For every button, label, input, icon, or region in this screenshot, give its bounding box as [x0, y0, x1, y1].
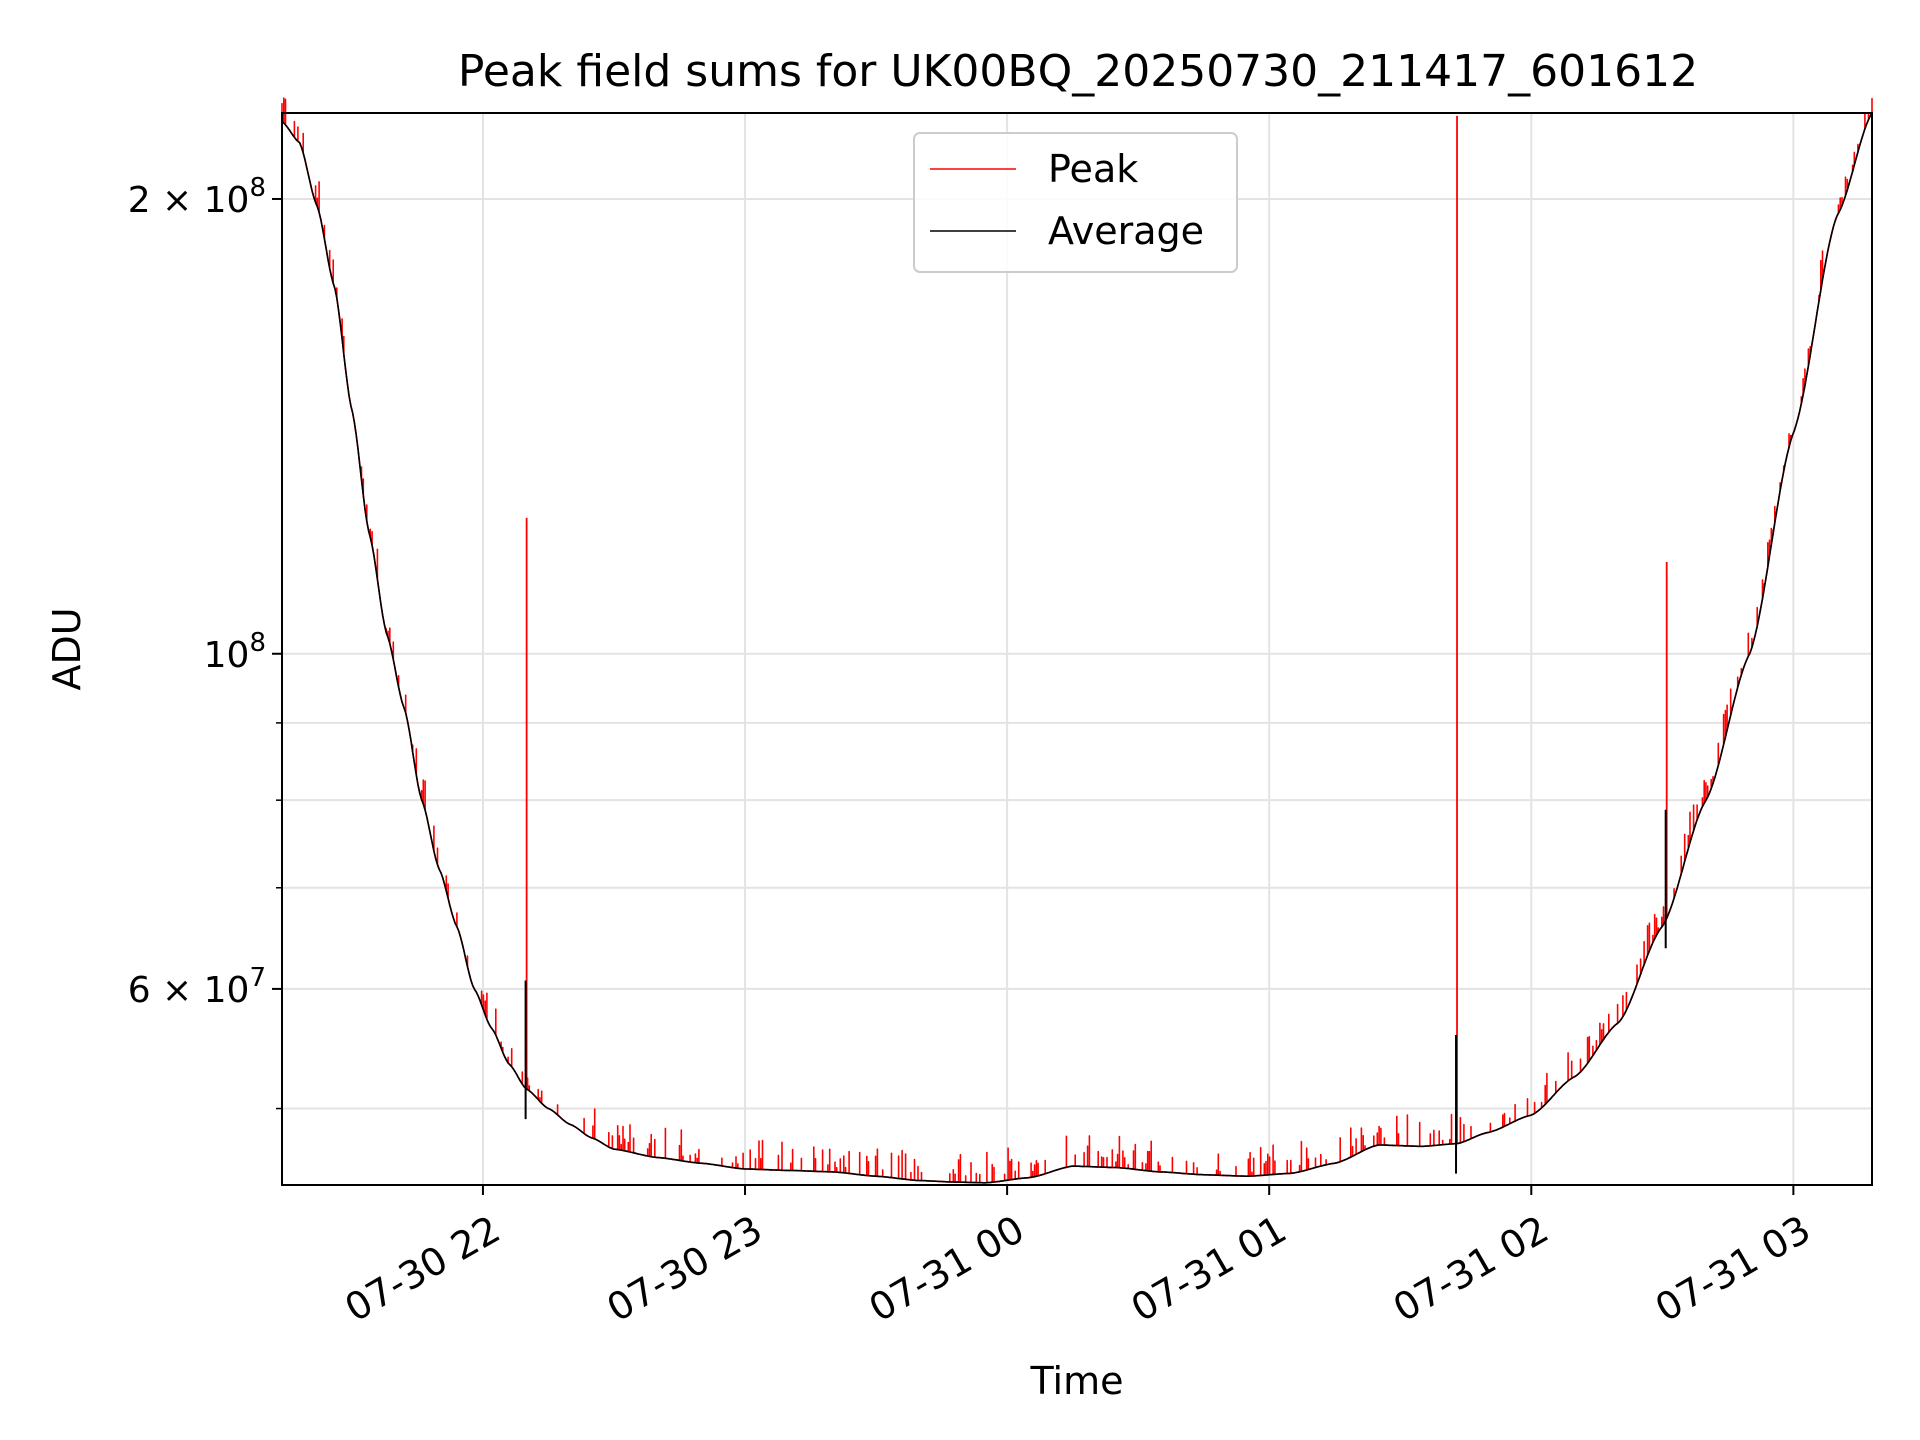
legend: Peak Average — [913, 132, 1238, 273]
grid — [282, 113, 1872, 1185]
series-line-average — [281, 112, 1873, 1184]
y-axis-label: ADU — [45, 607, 89, 690]
x-axis-label: Time — [1030, 1359, 1124, 1403]
chart-title: Peak field sums for UK00BQ_20250730_2114… — [458, 46, 1698, 97]
y-tick-exponent: 7 — [249, 963, 266, 993]
series-layer — [281, 97, 1873, 1184]
y-tick-exponent: 8 — [249, 173, 266, 203]
y-tick-label: 2 × 108 — [128, 173, 266, 221]
y-axis: 2 × 108 108 6 × 107 — [128, 173, 282, 1110]
legend-label-peak: Peak — [1048, 147, 1138, 191]
legend-label-average: Average — [1048, 209, 1204, 253]
plot-frame — [281, 112, 1873, 1186]
legend-box — [913, 132, 1238, 273]
y-tick-label: 108 — [204, 628, 266, 676]
y-tick-exponent: 8 — [249, 628, 266, 658]
y-tick-label: 6 × 107 — [128, 963, 266, 1011]
